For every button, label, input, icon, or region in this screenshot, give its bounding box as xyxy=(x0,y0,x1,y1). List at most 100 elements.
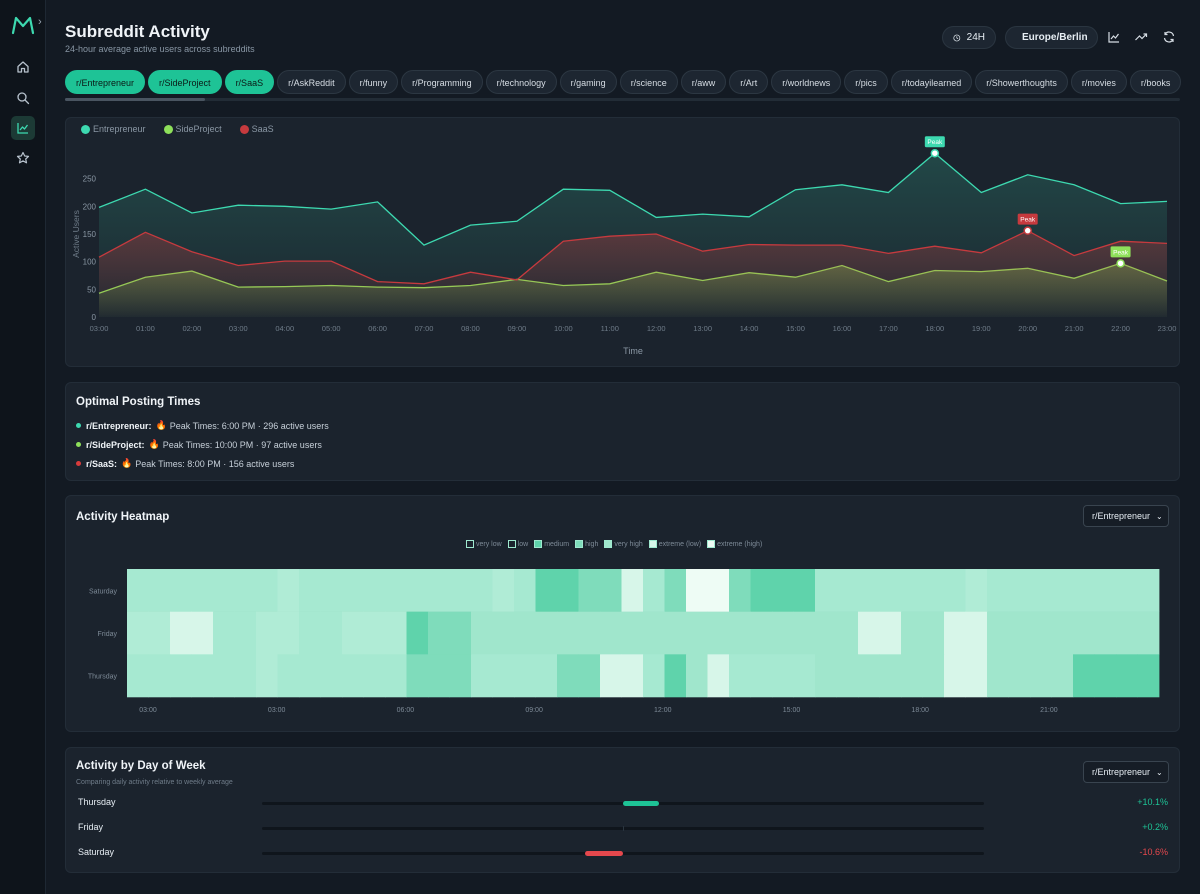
heatmap-cell[interactable] xyxy=(729,654,751,698)
heatmap-cell[interactable] xyxy=(213,611,235,655)
heatmap-cell[interactable] xyxy=(557,611,579,655)
heatmap-cell[interactable] xyxy=(449,611,472,655)
heatmap-cell[interactable] xyxy=(148,611,171,655)
heatmap-cell[interactable] xyxy=(901,654,923,698)
heatmap-cell[interactable] xyxy=(449,569,472,612)
heatmap-cell[interactable] xyxy=(922,611,945,655)
heatmap-cell[interactable] xyxy=(793,569,816,612)
heatmap-cell[interactable] xyxy=(1094,569,1117,612)
heatmap-cell[interactable] xyxy=(965,654,988,698)
heatmap-cell[interactable] xyxy=(492,611,515,655)
heatmap-cell[interactable] xyxy=(965,611,988,655)
heatmap-cell[interactable] xyxy=(320,654,343,698)
heatmap-cell[interactable] xyxy=(492,654,515,698)
heatmap-cell[interactable] xyxy=(557,569,579,612)
heatmap-cell[interactable] xyxy=(127,654,149,698)
subreddit-chip[interactable]: r/pics xyxy=(844,70,888,94)
subreddit-chip[interactable]: r/Programming xyxy=(401,70,483,94)
subreddit-chip[interactable]: r/worldnews xyxy=(771,70,842,94)
heatmap-cell[interactable] xyxy=(643,569,665,612)
subreddit-chip[interactable]: r/SideProject xyxy=(148,70,222,94)
heatmap-cell[interactable] xyxy=(514,611,536,655)
heatmap-cell[interactable] xyxy=(514,654,536,698)
heatmap-cell[interactable] xyxy=(965,569,988,612)
heatmap-cell[interactable] xyxy=(1073,654,1095,698)
chevron-right-icon[interactable]: › xyxy=(38,16,42,28)
analytics-icon[interactable] xyxy=(11,116,35,140)
heatmap-cell[interactable] xyxy=(148,654,171,698)
heatmap-cell[interactable] xyxy=(320,611,343,655)
dow-subreddit-select[interactable]: r/Entrepreneur ⌄ xyxy=(1083,761,1169,783)
heatmap-cell[interactable] xyxy=(621,611,644,655)
heatmap-cell[interactable] xyxy=(1030,654,1052,698)
heatmap-cell[interactable] xyxy=(1137,611,1160,655)
heatmap-cell[interactable] xyxy=(170,611,192,655)
heatmap-cell[interactable] xyxy=(299,611,321,655)
subreddit-chip[interactable]: r/funny xyxy=(348,70,399,94)
heatmap-cell[interactable] xyxy=(1073,569,1095,612)
heatmap-cell[interactable] xyxy=(256,569,278,612)
heatmap-cell[interactable] xyxy=(858,569,880,612)
heatmap-cell[interactable] xyxy=(643,654,665,698)
heatmap-cell[interactable] xyxy=(621,569,644,612)
heatmap-cell[interactable] xyxy=(535,654,558,698)
heatmap-cell[interactable] xyxy=(686,569,708,612)
heatmap-cell[interactable] xyxy=(471,569,493,612)
heatmap-cell[interactable] xyxy=(987,611,1009,655)
heatmap-cell[interactable] xyxy=(557,654,579,698)
heatmap-cell[interactable] xyxy=(256,654,278,698)
heatmap-cell[interactable] xyxy=(987,654,1009,698)
heatmap-cell[interactable] xyxy=(879,569,902,612)
heatmap-cell[interactable] xyxy=(1051,654,1074,698)
heatmap-cell[interactable] xyxy=(922,569,945,612)
heatmap-cell[interactable] xyxy=(772,654,794,698)
legend-item[interactable]: Entrepreneur xyxy=(81,124,146,134)
heatmap-cell[interactable] xyxy=(1030,611,1052,655)
refresh-icon[interactable] xyxy=(1162,30,1176,44)
heatmap-cell[interactable] xyxy=(535,611,558,655)
heatmap-cell[interactable] xyxy=(750,654,773,698)
heatmap-cell[interactable] xyxy=(1051,569,1074,612)
heatmap-cell[interactable] xyxy=(578,611,601,655)
subreddit-chip[interactable]: r/books xyxy=(1129,70,1182,94)
heatmap-cell[interactable] xyxy=(578,569,601,612)
heatmap-cell[interactable] xyxy=(815,611,837,655)
heatmap-cell[interactable] xyxy=(600,611,622,655)
heatmap-cell[interactable] xyxy=(299,654,321,698)
heatmap-cell[interactable] xyxy=(1116,654,1138,698)
heatmap-cell[interactable] xyxy=(1116,569,1138,612)
heatmap-cell[interactable] xyxy=(320,569,343,612)
heatmap-cell[interactable] xyxy=(772,569,794,612)
heatmap-cell[interactable] xyxy=(1073,611,1095,655)
heatmap-cell[interactable] xyxy=(449,654,472,698)
heatmap-cell[interactable] xyxy=(686,654,708,698)
heatmap-cell[interactable] xyxy=(578,654,601,698)
heatmap-cell[interactable] xyxy=(234,569,257,612)
heatmap-cell[interactable] xyxy=(406,611,429,655)
heatmap-cell[interactable] xyxy=(385,569,407,612)
heatmap-cell[interactable] xyxy=(170,569,192,612)
heatmap-cell[interactable] xyxy=(191,611,214,655)
heatmap-cell[interactable] xyxy=(1137,569,1160,612)
heatmap-cell[interactable] xyxy=(707,611,730,655)
heatmap-cell[interactable] xyxy=(342,611,364,655)
star-icon[interactable] xyxy=(11,146,35,170)
heatmap-cell[interactable] xyxy=(600,654,622,698)
line-chart-icon[interactable] xyxy=(1107,30,1121,44)
heatmap-cell[interactable] xyxy=(750,611,773,655)
legend-item[interactable]: SaaS xyxy=(239,124,274,134)
chip-scrollbar-track[interactable] xyxy=(65,98,1180,101)
heatmap-cell[interactable] xyxy=(664,569,687,612)
heatmap-cell[interactable] xyxy=(342,654,364,698)
heatmap-cell[interactable] xyxy=(1116,611,1138,655)
heatmap-cell[interactable] xyxy=(213,654,235,698)
heatmap-cell[interactable] xyxy=(277,654,300,698)
chip-scrollbar-thumb[interactable] xyxy=(65,98,205,101)
heatmap-cell[interactable] xyxy=(191,654,214,698)
peak-point[interactable] xyxy=(930,148,940,158)
heatmap-cell[interactable] xyxy=(428,569,450,612)
heatmap-cell[interactable] xyxy=(793,611,816,655)
heatmap-cell[interactable] xyxy=(922,654,945,698)
heatmap-cell[interactable] xyxy=(793,654,816,698)
heatmap-cell[interactable] xyxy=(385,611,407,655)
